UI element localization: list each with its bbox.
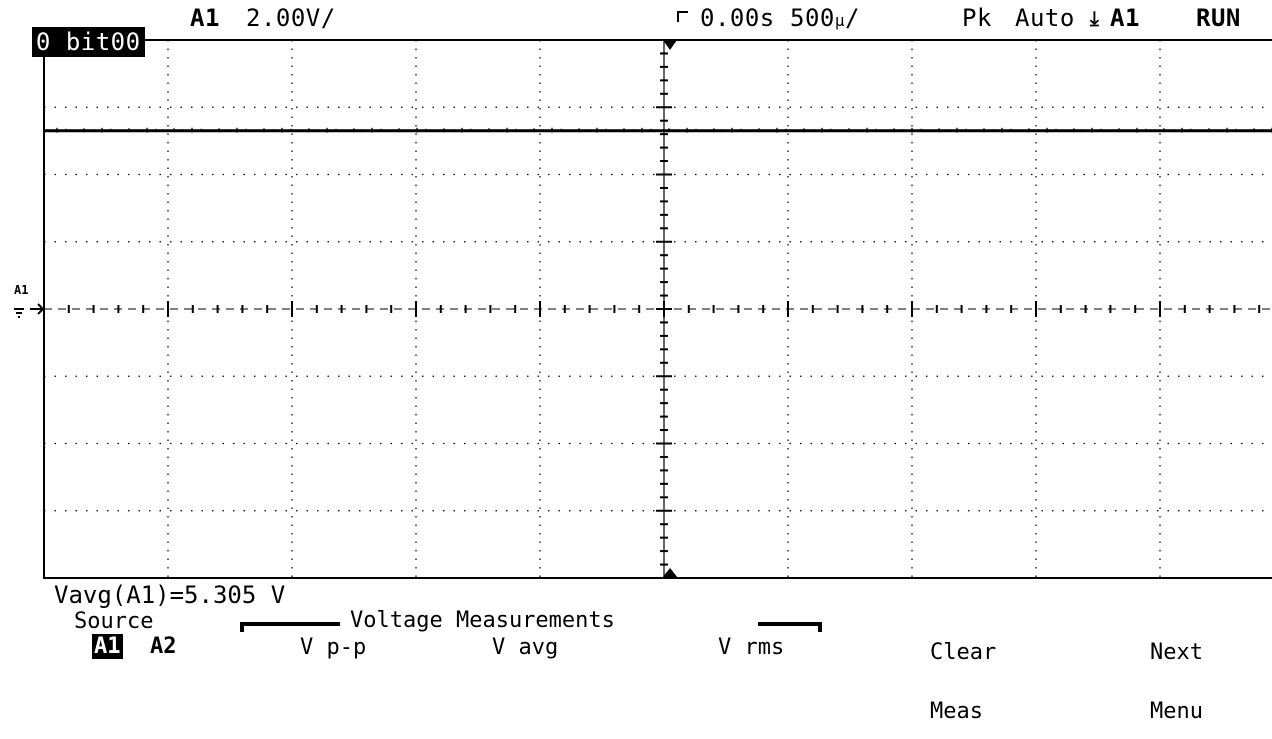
scope-screen: [14, 11, 1272, 579]
voltage-measurements-title: Voltage Measurements: [350, 608, 615, 633]
vrms-button[interactable]: V rms: [718, 635, 785, 660]
status-bar: 0 bit00: [2, 6, 145, 57]
group-bracket-right-tick: [818, 622, 822, 632]
clear-meas-button[interactable]: Clear Meas: [930, 610, 996, 739]
trigger-level-icon: [677, 11, 688, 22]
next-menu-line1: Next: [1150, 640, 1203, 665]
trigger-bottom-marker: [662, 568, 678, 578]
source-a1-button[interactable]: A1: [92, 634, 123, 659]
group-bracket-left-tick: [240, 622, 244, 632]
setup-name-badge: 0 bit00: [31, 27, 145, 57]
trigger-time: 0.00s: [700, 4, 775, 32]
ground-marker-icon: [14, 303, 45, 318]
next-menu-button[interactable]: Next Menu: [1150, 610, 1203, 739]
volts-per-div: 2.00V/: [246, 4, 336, 32]
group-bracket-left: [240, 622, 340, 626]
graticule-center-axes: [43, 39, 1272, 579]
source-label: Source: [74, 609, 154, 634]
vpp-button[interactable]: V p-p: [300, 635, 367, 660]
waveform-trace: [44, 127, 1272, 133]
trigger-channel: A1: [1110, 4, 1140, 32]
source-a2-button[interactable]: A2: [150, 634, 177, 659]
group-bracket-right: [758, 622, 822, 626]
next-menu-line2: Menu: [1150, 699, 1203, 724]
clear-meas-line1: Clear: [930, 640, 997, 665]
trigger-mode: Auto: [1015, 4, 1075, 32]
channel-label: A1: [190, 4, 220, 32]
time-per-div: 500µ/: [790, 4, 860, 32]
clear-meas-line2: Meas: [930, 699, 983, 724]
measurement-readout: Vavg(A1)=5.305 V: [54, 581, 286, 609]
acquisition-mode: Pk: [962, 4, 992, 32]
vavg-button[interactable]: V avg: [492, 635, 559, 660]
trigger-top-marker: [663, 40, 677, 50]
trigger-slope-icon: ⤓: [1090, 6, 1100, 30]
run-state: RUN: [1196, 4, 1241, 32]
channel-marker-label: A1: [14, 283, 29, 297]
